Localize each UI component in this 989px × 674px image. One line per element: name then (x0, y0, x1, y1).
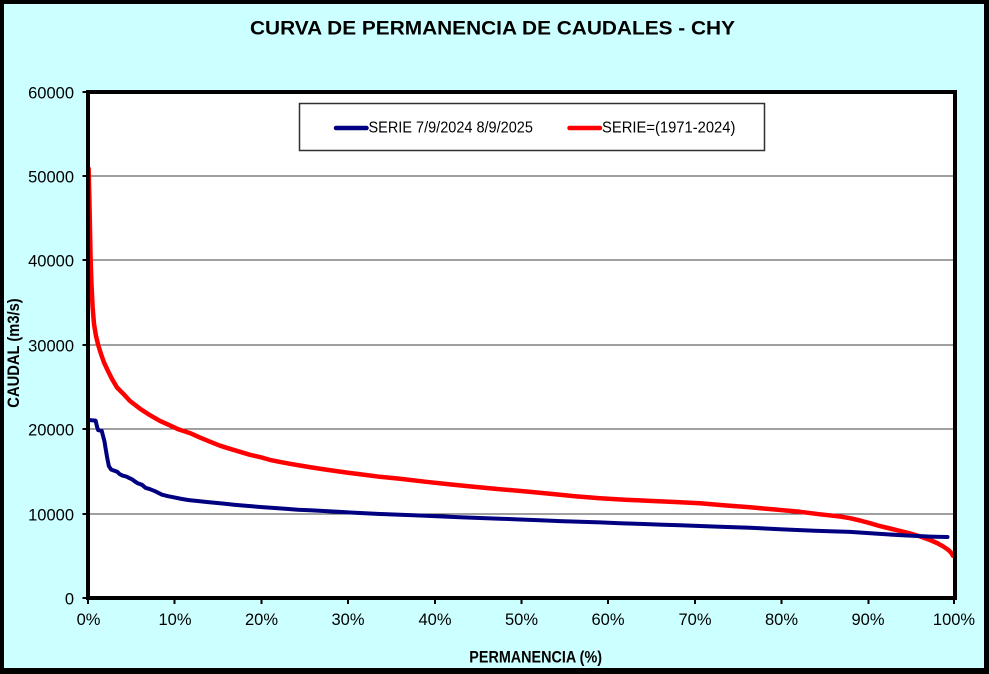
svg-text:CURVA DE PERMANENCIA DE CAUDAL: CURVA DE PERMANENCIA DE CAUDALES - CHY (250, 18, 735, 40)
svg-text:60000: 60000 (28, 85, 74, 103)
svg-text:40000: 40000 (28, 253, 74, 271)
svg-text:50000: 50000 (28, 169, 74, 187)
svg-text:30000: 30000 (28, 338, 74, 356)
svg-text:60%: 60% (591, 611, 624, 629)
svg-text:70%: 70% (678, 611, 711, 629)
svg-text:SERIE=(1971-2024): SERIE=(1971-2024) (602, 120, 735, 137)
svg-text:90%: 90% (851, 611, 884, 629)
svg-text:0%: 0% (77, 611, 101, 629)
svg-text:20%: 20% (245, 611, 278, 629)
svg-text:10000: 10000 (28, 507, 74, 525)
svg-text:CAUDAL (m3/s): CAUDAL (m3/s) (4, 298, 23, 407)
svg-text:30%: 30% (331, 611, 364, 629)
svg-text:SERIE 7/9/2024 8/9/2025: SERIE 7/9/2024 8/9/2025 (369, 120, 533, 137)
svg-text:100%: 100% (933, 611, 976, 629)
svg-text:20000: 20000 (28, 422, 74, 440)
svg-text:40%: 40% (418, 611, 451, 629)
svg-text:80%: 80% (765, 611, 798, 629)
svg-text:50%: 50% (505, 611, 538, 629)
svg-text:10%: 10% (158, 611, 191, 629)
svg-text:PERMANENCIA (%): PERMANENCIA (%) (469, 647, 602, 666)
svg-text:0: 0 (65, 591, 74, 609)
